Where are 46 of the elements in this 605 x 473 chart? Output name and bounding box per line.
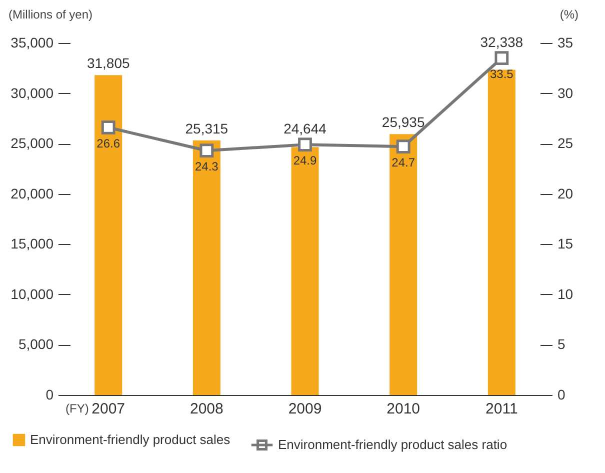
x-tick-label: 2007 bbox=[92, 400, 126, 418]
data-label: 25,935 bbox=[382, 114, 425, 130]
y-tick-label: 25,000 bbox=[10, 135, 54, 152]
y2-tick-label: 15 bbox=[558, 236, 574, 252]
data-label: 32,338 bbox=[480, 34, 524, 50]
bar bbox=[291, 147, 319, 395]
bar bbox=[390, 134, 418, 395]
point bbox=[298, 138, 312, 152]
y2-tick-label: 25 bbox=[558, 135, 574, 152]
x-axis-title: (FY) bbox=[66, 402, 89, 416]
point bbox=[101, 120, 116, 134]
legend-label: Environment-friendly product sales ratio bbox=[278, 437, 508, 452]
y2-tick-label: 5 bbox=[558, 336, 566, 352]
y2-tick-label: 30 bbox=[558, 84, 574, 101]
data-label: 33.5 bbox=[490, 67, 514, 82]
y-tick-label: 20,000 bbox=[10, 185, 54, 202]
y-tick-label: 0 bbox=[46, 386, 54, 402]
x-tick-label: 2009 bbox=[288, 400, 322, 418]
data-label: 24.7 bbox=[392, 156, 416, 170]
y2-tick-label: 35 bbox=[558, 34, 574, 50]
x-tick-label: 2008 bbox=[190, 400, 224, 418]
x-tick-label: 2010 bbox=[386, 400, 420, 418]
point bbox=[396, 140, 410, 154]
y-tick-label: 10,000 bbox=[10, 286, 54, 302]
bar bbox=[488, 70, 516, 395]
point bbox=[494, 51, 509, 66]
y2-tick-label: 0 bbox=[558, 386, 566, 402]
data-label: 25,315 bbox=[185, 120, 228, 136]
legend-label: Environment-friendly product sales bbox=[30, 432, 231, 447]
y2-tick-label: 10 bbox=[558, 286, 574, 302]
y-axis-title: (Millions of yen) bbox=[8, 8, 93, 22]
data-label: 24.3 bbox=[194, 160, 219, 174]
x-tick-label: 2011 bbox=[486, 400, 518, 418]
data-label: 24,644 bbox=[284, 120, 327, 137]
data-label: 31,805 bbox=[86, 55, 130, 72]
point bbox=[200, 144, 214, 158]
bar bbox=[94, 75, 122, 395]
y-tick-label: 5,000 bbox=[18, 336, 54, 352]
bar bbox=[192, 140, 220, 395]
y-tick-label: 15,000 bbox=[10, 236, 54, 252]
y-tick-label: 30,000 bbox=[10, 84, 54, 101]
data-label: 24.9 bbox=[293, 154, 317, 168]
y-tick-label: 35,000 bbox=[10, 34, 54, 50]
y2-axis-title: (%) bbox=[560, 8, 578, 22]
data-label: 26.6 bbox=[96, 136, 120, 150]
y2-tick-label: 20 bbox=[558, 185, 574, 202]
